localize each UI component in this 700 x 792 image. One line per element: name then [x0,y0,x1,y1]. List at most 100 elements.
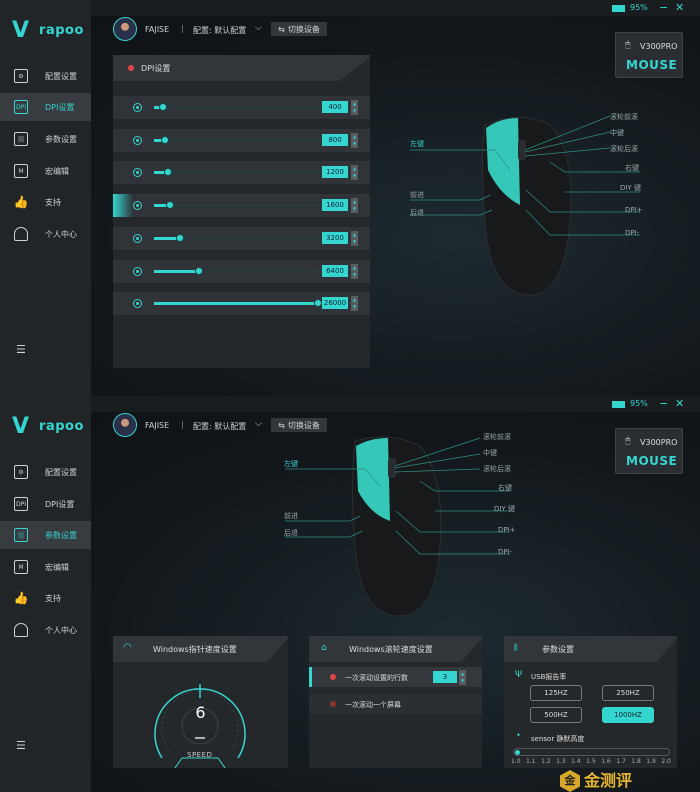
sidebar-item-macro[interactable]: M 宏编辑 [0,157,91,185]
dpi-level-row[interactable]: 26000 ▲ ▼ [113,292,370,316]
dpi-level-row[interactable]: 400 ▲ ▼ [113,96,370,119]
dpi-stepper[interactable]: ▲ ▼ [351,263,358,279]
label-middle[interactable]: 中键 [483,449,497,457]
dpi-slider-knob[interactable] [176,233,184,242]
close-button[interactable]: ✕ [675,397,685,410]
sidebar-item-macro[interactable]: M 宏编辑 [0,553,91,581]
minimize-button[interactable]: − [659,397,669,410]
dpi-value-input[interactable]: 1600 [322,199,348,212]
label-wheel-up[interactable]: 滚轮前滚 [483,433,511,441]
menu-icon[interactable]: ☰ [16,739,26,752]
label-left-button[interactable]: 左键 [284,460,298,468]
rate-500hz-button[interactable]: 500HZ [530,707,582,723]
dpi-value-input[interactable]: 800 [322,133,348,146]
dpi-slider-knob[interactable] [314,299,322,308]
dpi-slider[interactable] [154,135,318,144]
dpi-stepper[interactable]: ▲ ▼ [351,132,358,148]
scroll-lines-option[interactable]: 一次滚动设置的行数 3 ▲ ▼ [309,667,482,687]
profile-select[interactable]: 配置: 默认配置 [193,422,247,431]
dpi-stepper[interactable]: ▲ ▼ [351,198,358,214]
sidebar-item-config[interactable]: ⚙ 配置设置 [0,458,91,486]
switch-device-button[interactable]: ⇆ 切换设备 [271,22,327,36]
radio-dot[interactable] [330,674,336,680]
menu-icon[interactable]: ☰ [16,343,26,356]
dpi-value-input[interactable]: 400 [322,101,348,113]
lod-slider-knob[interactable] [515,750,520,755]
dpi-slider[interactable] [154,168,318,177]
dpi-stepper[interactable]: ▲ ▼ [351,100,358,115]
dpi-radio[interactable] [133,299,142,309]
label-dpi-down[interactable]: DPI- [498,548,513,556]
dpi-stepper[interactable]: ▲ ▼ [351,296,358,312]
chevron-down-icon[interactable]: ⌵ [255,419,262,429]
lines-stepper[interactable]: ▲ ▼ [459,670,466,685]
label-left-button[interactable]: 左键 [410,140,424,148]
close-button[interactable]: ✕ [675,1,685,14]
switch-device-button[interactable]: ⇆ 切换设备 [271,418,327,432]
label-wheel-down[interactable]: 滚轮后滚 [483,465,511,473]
sidebar-item-profile[interactable]: 个人中心 [0,616,91,644]
sidebar-item-params[interactable]: ||| 参数设置 [0,125,91,153]
chevron-down-icon[interactable]: ⌵ [255,23,262,33]
sidebar-item-params[interactable]: ||| 参数设置 [0,521,91,549]
dpi-level-row[interactable]: 1200 ▲ ▼ [113,161,370,185]
rate-1000hz-button[interactable]: 1000HZ [602,707,654,723]
label-dpi-down[interactable]: DPI- [625,229,640,237]
dpi-slider-knob[interactable] [161,135,169,144]
sidebar-item-profile[interactable]: 个人中心 [0,220,91,248]
dpi-slider-knob[interactable] [159,103,167,111]
lod-slider[interactable] [513,748,670,756]
dpi-radio[interactable] [133,266,142,276]
sidebar-item-support[interactable]: 👍 支持 [0,188,91,216]
label-forward[interactable]: 前进 [284,512,298,520]
dpi-level-row[interactable]: 3200 ▲ ▼ [113,226,370,250]
sidebar-item-support[interactable]: 👍 支持 [0,584,91,612]
dpi-slider-knob[interactable] [164,168,172,177]
label-dpi-up[interactable]: DPI+ [625,206,643,214]
avatar[interactable] [113,413,137,437]
dpi-slider-knob[interactable] [195,266,203,275]
speed-gauge[interactable] [150,676,250,768]
label-right[interactable]: 右键 [625,164,639,172]
sidebar-item-dpi[interactable]: DPI DPI设置 [0,490,91,518]
dpi-radio[interactable] [133,233,142,243]
label-forward[interactable]: 前进 [410,191,424,199]
label-wheel-down[interactable]: 滚轮后滚 [610,145,638,153]
sidebar-item-dpi[interactable]: DPI DPI设置 [0,93,91,121]
dpi-radio[interactable] [133,168,142,178]
sidebar-item-config[interactable]: ⚙ 配置设置 [0,62,91,90]
label-diy[interactable]: DIY 键 [494,505,515,513]
lines-input[interactable]: 3 [433,671,457,683]
dpi-radio[interactable] [133,135,142,145]
label-right[interactable]: 右键 [498,484,512,492]
dpi-slider[interactable] [154,201,318,210]
dpi-stepper[interactable]: ▲ ▼ [351,230,358,246]
profile-select[interactable]: 配置: 默认配置 [193,26,247,35]
dpi-slider[interactable] [154,233,318,242]
scroll-screen-option[interactable]: 一次滚动一个屏幕 [309,694,482,714]
dpi-radio[interactable] [133,201,142,211]
dpi-stepper[interactable]: ▲ ▼ [351,165,358,181]
label-back[interactable]: 后退 [284,529,298,537]
radio-dot[interactable] [330,701,336,707]
dpi-level-row[interactable]: 800 ▲ ▼ [113,128,370,152]
dpi-value-input[interactable]: 1200 [322,166,348,179]
dpi-radio[interactable] [133,103,142,112]
dpi-value-input[interactable]: 6400 [322,264,348,277]
dpi-value-input[interactable]: 26000 [322,297,348,310]
dpi-slider[interactable] [154,266,318,275]
avatar[interactable] [113,17,137,41]
minimize-button[interactable]: − [659,1,669,14]
rate-250hz-button[interactable]: 250HZ [602,685,654,701]
label-diy[interactable]: DIY 键 [620,184,641,192]
label-middle[interactable]: 中键 [610,129,624,137]
label-back[interactable]: 后退 [410,209,424,217]
dpi-level-row[interactable]: 6400 ▲ ▼ [113,259,370,283]
dpi-level-row[interactable]: 1600 ▲ ▼ [113,194,370,218]
label-dpi-up[interactable]: DPI+ [498,526,516,534]
rate-125hz-button[interactable]: 125HZ [530,685,582,701]
dpi-slider-knob[interactable] [166,201,174,210]
dpi-value-input[interactable]: 3200 [322,231,348,244]
dpi-slider[interactable] [154,103,318,111]
dpi-slider[interactable] [154,299,322,308]
